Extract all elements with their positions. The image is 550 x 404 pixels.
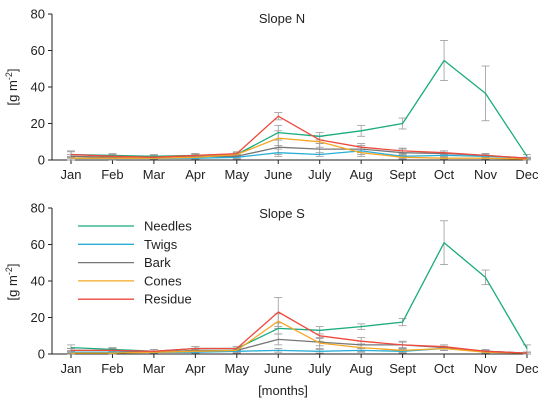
series-line-residue bbox=[70, 115, 528, 159]
y-tick-label: 80 bbox=[31, 7, 45, 22]
legend-label: Cones bbox=[144, 273, 182, 288]
y-tick-label: 0 bbox=[38, 153, 45, 168]
x-tick-label: May bbox=[225, 361, 250, 376]
series-line-residue bbox=[71, 311, 528, 354]
legend-item-residue: Residue bbox=[78, 292, 192, 307]
y-tick-label: 60 bbox=[31, 237, 45, 252]
error-bars-residue bbox=[67, 112, 531, 160]
x-tick-label: Sept bbox=[389, 361, 416, 376]
panel-title: Slope N bbox=[259, 11, 305, 26]
x-tick-label: Jan bbox=[61, 361, 82, 376]
panel-title: Slope S bbox=[259, 206, 305, 221]
series-line-needles bbox=[70, 242, 528, 352]
legend-item-twigs: Twigs bbox=[78, 237, 178, 252]
series-line-cones bbox=[71, 137, 528, 160]
panel-slope-n: Slope N [g m-2] 0 20 40 60 80 Jan Feb Mar Apr May… bbox=[4, 7, 539, 183]
y-tick-label: 20 bbox=[31, 310, 45, 325]
x-tick-label: Aug bbox=[350, 361, 373, 376]
x-tick-label: Feb bbox=[101, 167, 123, 182]
x-tick-label: Oct bbox=[434, 167, 455, 182]
y-tick-label: 0 bbox=[38, 347, 45, 362]
y-axis-label: [g m-2] bbox=[4, 69, 20, 106]
legend-label: Needles bbox=[144, 219, 192, 234]
x-tick-label: June bbox=[264, 361, 292, 376]
y-tick-label: 40 bbox=[31, 274, 45, 289]
series-layer bbox=[67, 40, 531, 161]
x-tick-label: July bbox=[308, 361, 332, 376]
legend: Needles Twigs Bark Cones Residue bbox=[78, 219, 192, 307]
x-tick-label: Aug bbox=[350, 167, 373, 182]
x-tick-label: Dec bbox=[515, 361, 539, 376]
x-tick-label: Jan bbox=[61, 167, 82, 182]
legend-item-cones: Cones bbox=[78, 273, 182, 288]
legend-label: Twigs bbox=[144, 237, 178, 252]
legend-label: Bark bbox=[144, 255, 171, 270]
error-bars-needles bbox=[67, 220, 531, 354]
x-tick-label: Feb bbox=[101, 361, 123, 376]
x-tick-label: Apr bbox=[185, 361, 206, 376]
y-tick-label: 40 bbox=[31, 80, 45, 95]
x-tick-label: Mar bbox=[143, 167, 166, 182]
axes: 0 20 40 60 80 Jan Feb Mar Apr May June July Aug Sept O… bbox=[31, 201, 539, 377]
series-layer bbox=[67, 220, 531, 355]
x-tick-label: Nov bbox=[474, 167, 498, 182]
y-tick-label: 80 bbox=[31, 201, 45, 216]
legend-item-needles: Needles bbox=[78, 219, 192, 234]
x-tick-label: May bbox=[225, 167, 250, 182]
x-tick-label: Oct bbox=[434, 361, 455, 376]
x-tick-label: Dec bbox=[515, 167, 539, 182]
x-tick-label: Nov bbox=[474, 361, 498, 376]
x-tick-label: June bbox=[264, 167, 292, 182]
x-tick-label: Sept bbox=[389, 167, 416, 182]
panel-slope-s: Slope S [g m-2] 0 20 40 60 80 Jan Feb Mar Apr May… bbox=[4, 201, 539, 377]
series-line-needles bbox=[70, 59, 528, 157]
y-tick-label: 60 bbox=[31, 43, 45, 58]
error-bars-residue bbox=[67, 297, 531, 355]
x-tick-label: Mar bbox=[143, 361, 166, 376]
y-axis-label: [g m-2] bbox=[4, 264, 20, 301]
legend-label: Residue bbox=[144, 292, 192, 307]
y-tick-label: 20 bbox=[31, 116, 45, 131]
axes: 0 20 40 60 80 Jan Feb Mar Apr May June July Aug Sept O… bbox=[31, 7, 539, 183]
legend-item-bark: Bark bbox=[78, 255, 171, 270]
x-axis-label: [months] bbox=[258, 383, 308, 398]
x-tick-label: Apr bbox=[185, 167, 206, 182]
series-line-cones bbox=[71, 320, 528, 354]
x-tick-label: July bbox=[308, 167, 332, 182]
